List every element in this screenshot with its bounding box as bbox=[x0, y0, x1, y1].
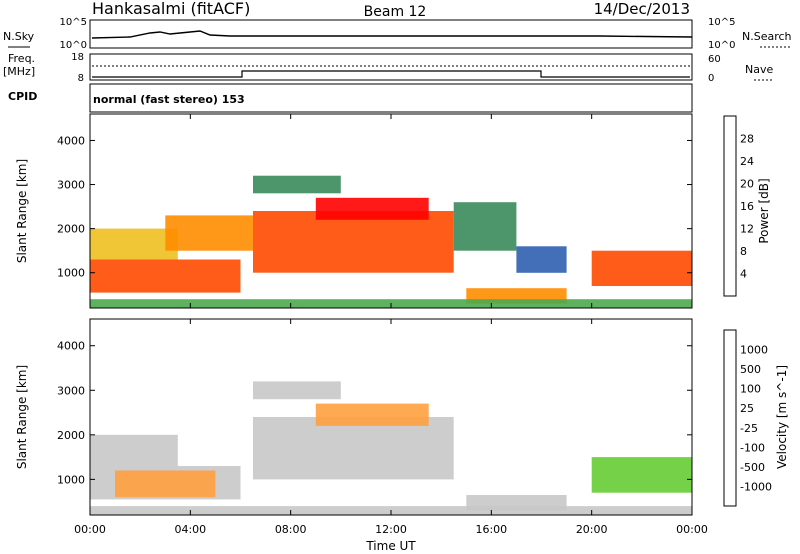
y-tick-label: 1000 bbox=[57, 267, 85, 280]
colorbar-tick-label: 12 bbox=[740, 223, 754, 236]
nsky-tick-low-right: 10^0 bbox=[708, 40, 735, 51]
power-colorbar-frame bbox=[723, 115, 737, 297]
time-axis-label: Time UT bbox=[365, 539, 416, 553]
freq-label: Freq. bbox=[8, 52, 35, 65]
x-tick-label: 04:00 bbox=[174, 523, 206, 536]
colorbar-tick-label: -500 bbox=[740, 461, 765, 474]
velocity-heatmap bbox=[90, 381, 692, 515]
y-tick-label: 3000 bbox=[57, 384, 85, 397]
cpid-panel bbox=[89, 83, 693, 113]
y-tick-label: 3000 bbox=[57, 179, 85, 192]
nsearch-label: N.Search bbox=[742, 30, 792, 43]
freq-unit: [MHz] bbox=[3, 65, 35, 78]
nave-tick-low: 0 bbox=[708, 73, 714, 84]
x-tick-label: 12:00 bbox=[375, 523, 407, 536]
colorbar-tick-label: 24 bbox=[740, 155, 754, 168]
freq-panel bbox=[89, 53, 693, 81]
y-tick-label: 1000 bbox=[57, 473, 85, 486]
colorbar-tick-label: 25 bbox=[740, 402, 754, 415]
colorbar-tick-label: 100 bbox=[740, 383, 761, 396]
heatmap-cell bbox=[90, 259, 241, 293]
velocity-y-ticks: 1000 2000 3000 4000 bbox=[57, 340, 692, 486]
nsky-trace bbox=[91, 30, 693, 39]
colorbar-tick-label: 20 bbox=[740, 178, 754, 191]
time-axis: 00:00 04:00 08:00 12:00 16:00 20:00 00:00 bbox=[74, 114, 708, 536]
x-tick-label: 16:00 bbox=[475, 523, 507, 536]
x-tick-label: 08:00 bbox=[275, 523, 307, 536]
nsky-tick-high-left: 10^5 bbox=[60, 17, 87, 28]
colorbar-tick-label: 8 bbox=[740, 245, 747, 258]
colorbar-tick-label: -100 bbox=[740, 441, 765, 454]
heatmap-cell bbox=[253, 381, 341, 400]
power-colorbar-label: Power [dB] bbox=[757, 178, 771, 243]
heatmap-cell bbox=[90, 228, 178, 260]
heatmap-cell bbox=[315, 403, 429, 426]
heatmap-cell bbox=[516, 246, 567, 273]
y-tick-label: 2000 bbox=[57, 223, 85, 236]
nave-tick-high: 60 bbox=[708, 54, 721, 65]
freq-trace bbox=[92, 70, 690, 78]
heatmap-cell bbox=[253, 417, 454, 480]
nsky-tick-low-left: 10^0 bbox=[60, 40, 87, 51]
power-ylabel: Slant Range [km] bbox=[15, 159, 29, 263]
heatmap-cell bbox=[315, 197, 429, 220]
heatmap-cell bbox=[165, 215, 254, 251]
x-tick-label: 00:00 bbox=[676, 523, 708, 536]
colorbar-tick-label: -1000 bbox=[740, 480, 772, 493]
velocity-ylabel: Slant Range [km] bbox=[15, 365, 29, 469]
station-title: Hankasalmi (fitACF) bbox=[92, 0, 250, 18]
heatmap-cell bbox=[253, 175, 341, 194]
heatmap-cell bbox=[591, 250, 692, 286]
x-tick-label: 00:00 bbox=[74, 523, 106, 536]
y-tick-label: 4000 bbox=[57, 134, 85, 147]
heatmap-cell bbox=[591, 457, 692, 493]
power-y-ticks: 1000 2000 3000 4000 bbox=[57, 134, 692, 280]
heatmap-cell bbox=[453, 202, 517, 251]
colorbar-tick-label: 16 bbox=[740, 200, 754, 213]
velocity-colorbar-frame bbox=[723, 329, 737, 507]
power-colorbar-ticks: 4 8 12 16 20 24 28 bbox=[740, 133, 754, 281]
beam-title: Beam 12 bbox=[364, 4, 427, 20]
nave-label: Nave bbox=[745, 63, 773, 76]
heatmap-cell bbox=[90, 434, 178, 466]
velocity-colorbar-label: Velocity [m s^-1] bbox=[775, 365, 789, 469]
cpid-label: CPID bbox=[8, 90, 37, 103]
colorbar-tick-label: 4 bbox=[740, 268, 747, 281]
power-heatmap bbox=[90, 175, 692, 308]
freq-tick-high: 18 bbox=[71, 52, 84, 63]
colorbar-tick-label: 1000 bbox=[740, 344, 768, 357]
y-tick-label: 2000 bbox=[57, 429, 85, 442]
colorbar-tick-label: -25 bbox=[740, 422, 758, 435]
colorbar-tick-label: 28 bbox=[740, 133, 754, 146]
heatmap-cell bbox=[253, 211, 454, 273]
freq-tick-low: 8 bbox=[78, 73, 84, 84]
velocity-colorbar-ticks: 1000 500 100 25 -25 -100 -500 -1000 bbox=[740, 344, 772, 494]
date-title: 14/Dec/2013 bbox=[594, 0, 690, 18]
colorbar-tick-label: 500 bbox=[740, 363, 761, 376]
heatmap-cell bbox=[115, 470, 216, 498]
cpid-text: normal (fast stereo) 153 bbox=[93, 93, 245, 106]
nsky-panel bbox=[89, 19, 693, 49]
y-tick-label: 4000 bbox=[57, 340, 85, 353]
nsky-left-label: N.Sky bbox=[3, 30, 35, 43]
x-tick-label: 20:00 bbox=[576, 523, 608, 536]
nsky-tick-high-right: 10^5 bbox=[708, 17, 735, 28]
